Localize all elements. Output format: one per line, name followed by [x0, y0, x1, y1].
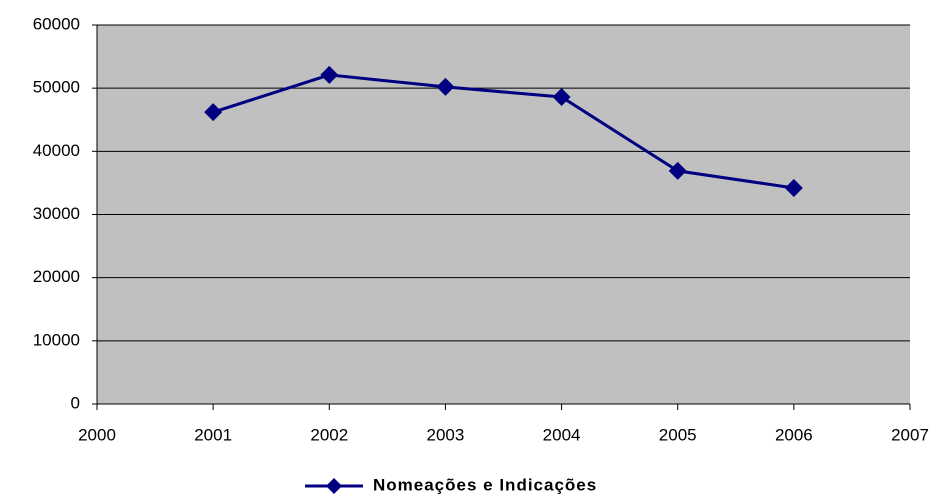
point-marker: [204, 103, 223, 122]
y-tick-label: 60000: [33, 14, 80, 33]
y-tick-label: 50000: [33, 78, 80, 97]
point-marker: [668, 161, 687, 180]
x-tick-label: 2001: [194, 425, 232, 444]
x-tick-label: 2007: [891, 425, 929, 444]
x-tick-label: 2002: [310, 425, 348, 444]
x-tick-label: 2005: [659, 425, 697, 444]
point-marker: [436, 77, 455, 96]
x-tick-label: 2006: [775, 425, 813, 444]
y-tick-label: 10000: [33, 330, 80, 349]
x-tick-label: 2004: [543, 425, 581, 444]
point-marker: [552, 88, 571, 107]
x-tick-label: 2003: [427, 425, 465, 444]
point-marker: [784, 178, 803, 197]
y-tick-label: 20000: [33, 267, 80, 286]
y-tick-label: 0: [71, 393, 80, 412]
point-marker: [320, 65, 339, 84]
y-tick-label: 30000: [33, 204, 80, 223]
series-line: [212, 73, 795, 190]
legend-label: Nomeações e Indicações: [373, 475, 597, 494]
legend-marker: [326, 478, 342, 494]
y-tick-label: 40000: [33, 141, 80, 160]
x-tick-label: 2000: [78, 425, 116, 444]
